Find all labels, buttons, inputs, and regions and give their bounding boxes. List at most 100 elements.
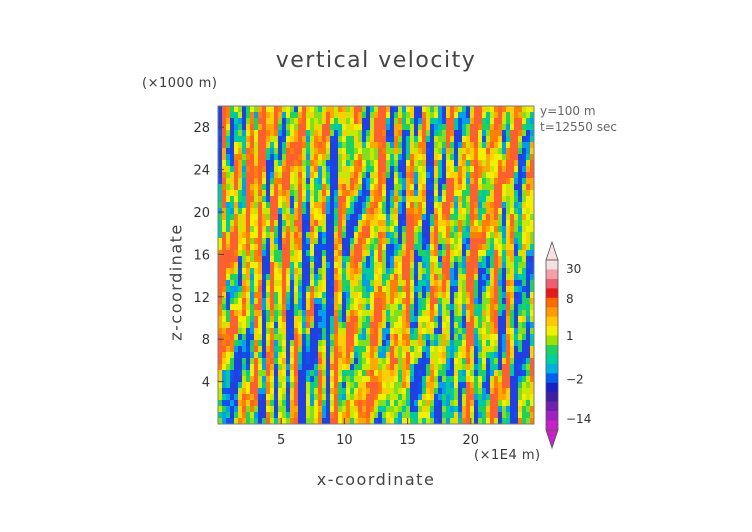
heatmap-cell <box>430 148 435 155</box>
heatmap-cell <box>250 148 255 155</box>
heatmap-cell <box>454 214 459 221</box>
heatmap-cell <box>470 238 475 245</box>
heatmap-cell <box>530 328 535 335</box>
heatmap-cell <box>442 292 447 299</box>
heatmap-cell <box>314 292 319 299</box>
heatmap-cell <box>306 106 311 113</box>
heatmap-cell <box>254 136 259 143</box>
heatmap-cell <box>246 394 251 401</box>
heatmap-cell <box>338 370 343 377</box>
heatmap-cell <box>502 208 507 215</box>
heatmap-cell <box>362 208 367 215</box>
heatmap-cell <box>518 334 523 341</box>
heatmap-cell <box>238 304 243 311</box>
heatmap-cell <box>230 142 235 149</box>
heatmap-cell <box>454 346 459 353</box>
heatmap-cell <box>246 208 251 215</box>
heatmap-cell <box>486 208 491 215</box>
heatmap-cell <box>466 142 471 149</box>
heatmap-cell <box>326 268 331 275</box>
heatmap-cell <box>478 316 483 323</box>
heatmap-cell <box>338 196 343 203</box>
heatmap-cell <box>522 388 527 395</box>
heatmap-cell <box>270 208 275 215</box>
heatmap-cell <box>278 370 283 377</box>
heatmap-cell <box>246 244 251 251</box>
heatmap-cell <box>498 154 503 161</box>
heatmap-cell <box>342 376 347 383</box>
heatmap-cell <box>502 172 507 179</box>
heatmap-cell <box>234 106 239 113</box>
heatmap-cell <box>366 316 371 323</box>
heatmap-cell <box>510 208 515 215</box>
heatmap-cell <box>454 316 459 323</box>
heatmap-cell <box>246 388 251 395</box>
heatmap-cell <box>282 280 287 287</box>
heatmap-cell <box>466 364 471 371</box>
heatmap-cell <box>474 352 479 359</box>
heatmap-cell <box>302 130 307 137</box>
heatmap-cell <box>234 208 239 215</box>
heatmap-cell <box>422 208 427 215</box>
heatmap-cell <box>442 112 447 119</box>
heatmap-cell <box>310 160 315 167</box>
heatmap-cell <box>494 310 499 317</box>
heatmap-cell <box>218 196 223 203</box>
heatmap-cell <box>238 280 243 287</box>
heatmap-cell <box>286 292 291 299</box>
heatmap-cell <box>330 112 335 119</box>
heatmap-cell <box>478 412 483 419</box>
heatmap-cell <box>362 172 367 179</box>
heatmap-cell <box>518 232 523 239</box>
heatmap-cell <box>414 118 419 125</box>
heatmap-cell <box>358 418 363 425</box>
heatmap-cell <box>418 214 423 221</box>
heatmap-cell <box>246 142 251 149</box>
heatmap-cell <box>358 226 363 233</box>
heatmap-cell <box>382 304 387 311</box>
heatmap-cell <box>502 346 507 353</box>
heatmap-cell <box>438 346 443 353</box>
heatmap-cell <box>242 196 247 203</box>
heatmap-cell <box>238 196 243 203</box>
heatmap-cell <box>218 130 223 137</box>
heatmap-cell <box>290 118 295 125</box>
heatmap-cell <box>390 250 395 257</box>
heatmap-cell <box>310 184 315 191</box>
heatmap-cell <box>294 292 299 299</box>
heatmap-cell <box>482 178 487 185</box>
heatmap-cell <box>442 334 447 341</box>
heatmap-cell <box>298 370 303 377</box>
heatmap-cell <box>378 136 383 143</box>
heatmap-cell <box>350 352 355 359</box>
heatmap-cell <box>418 328 423 335</box>
heatmap-cell <box>410 286 415 293</box>
heatmap-cell <box>514 244 519 251</box>
heatmap-cell <box>306 130 311 137</box>
heatmap-cell <box>406 298 411 305</box>
heatmap-cell <box>446 238 451 245</box>
heatmap-cell <box>382 346 387 353</box>
heatmap-cell <box>310 388 315 395</box>
heatmap-cell <box>278 238 283 245</box>
colorbar-label: 8 <box>566 292 574 306</box>
heatmap-cell <box>458 250 463 257</box>
heatmap-cell <box>526 268 531 275</box>
heatmap-cell <box>422 202 427 209</box>
heatmap-cell <box>346 304 351 311</box>
heatmap-cell <box>366 274 371 281</box>
heatmap-cell <box>514 196 519 203</box>
heatmap-cell <box>334 346 339 353</box>
heatmap-cell <box>230 190 235 197</box>
heatmap-cell <box>422 142 427 149</box>
heatmap-cell <box>454 112 459 119</box>
heatmap-cell <box>282 382 287 389</box>
heatmap-cell <box>398 382 403 389</box>
heatmap-cell <box>458 214 463 221</box>
heatmap-cell <box>218 316 223 323</box>
heatmap-cell <box>530 184 535 191</box>
heatmap-cell <box>222 418 227 425</box>
heatmap-cell <box>426 208 431 215</box>
heatmap-cell <box>422 274 427 281</box>
heatmap-cell <box>334 166 339 173</box>
